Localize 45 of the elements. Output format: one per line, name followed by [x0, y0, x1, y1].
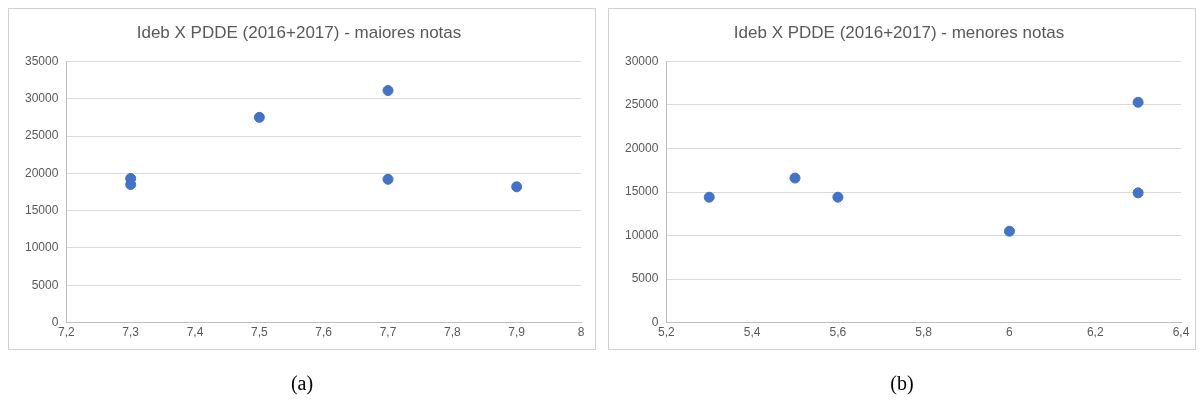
- x-tick-label: 5,8: [915, 325, 933, 340]
- y-tick-label: 0: [651, 314, 659, 329]
- x-tick-label: 6,4: [1172, 325, 1190, 340]
- point: [832, 191, 844, 203]
- x-tick-label: 8: [577, 325, 585, 340]
- y-tick-label: 20000: [24, 165, 59, 180]
- x-tick-label: 7,2: [58, 325, 76, 340]
- point: [253, 111, 265, 123]
- point: [1132, 187, 1144, 199]
- x-tick-label: 7,5: [251, 325, 269, 340]
- y-tick-label: 10000: [24, 240, 59, 255]
- point: [789, 172, 801, 184]
- text: (b): [890, 372, 914, 395]
- text: (a): [290, 372, 314, 395]
- x-tick-label: 6: [1006, 325, 1014, 340]
- y-tick-label: 30000: [624, 53, 659, 68]
- y-tick-label: 30000: [24, 91, 59, 106]
- point: [511, 181, 523, 193]
- x-tick-label: 7,4: [186, 325, 204, 340]
- y-tick-label: 5000: [31, 277, 59, 292]
- y-tick-label: 5000: [631, 271, 659, 286]
- point: [1132, 96, 1144, 108]
- y-tick-label: 25000: [24, 128, 59, 143]
- point: [382, 85, 394, 97]
- x-tick-label: 7,8: [444, 325, 462, 340]
- y-tick-label: 35000: [24, 53, 59, 68]
- chart-title: Ideb X PDDE (2016+2017) - maiores notas: [136, 22, 462, 42]
- x-tick-label: 5,6: [829, 325, 847, 340]
- chart-title: Ideb X PDDE (2016+2017) - menores notas: [733, 22, 1065, 42]
- x-tick-label: 6,2: [1086, 325, 1104, 340]
- y-tick-label: 0: [51, 314, 59, 329]
- y-tick-label: 25000: [624, 97, 659, 112]
- y-tick-label: 15000: [624, 184, 659, 199]
- y-tick-label: 15000: [24, 202, 59, 217]
- x-tick-label: 7,9: [508, 325, 526, 340]
- point: [1003, 225, 1015, 237]
- x-tick-label: 7,7: [379, 325, 397, 340]
- x-tick-label: 7,3: [122, 325, 140, 340]
- y-tick-label: 10000: [624, 227, 659, 242]
- point: [382, 173, 394, 185]
- x-tick-label: 7,6: [315, 325, 333, 340]
- point: [703, 191, 715, 203]
- y-tick-label: 20000: [624, 140, 659, 155]
- x-tick-label: 5,4: [743, 325, 761, 340]
- x-tick-label: 5,2: [658, 325, 676, 340]
